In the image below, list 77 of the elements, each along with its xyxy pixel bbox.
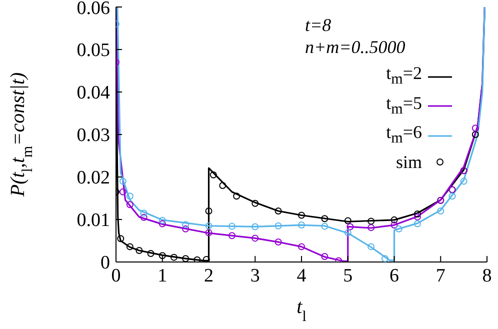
point <box>233 192 240 200</box>
point <box>252 200 259 207</box>
point <box>182 225 190 232</box>
point <box>219 182 226 189</box>
point <box>298 212 305 219</box>
point <box>368 243 375 250</box>
point <box>228 222 236 230</box>
point <box>414 210 421 218</box>
point <box>228 232 236 240</box>
legend-label: sim <box>396 150 422 174</box>
point <box>381 255 388 262</box>
point <box>298 243 305 250</box>
point <box>126 243 134 250</box>
point <box>136 247 143 254</box>
y-tick-label: 0.04 <box>76 82 110 104</box>
x-tick-label: 3 <box>250 265 260 286</box>
point <box>321 222 328 230</box>
point <box>472 124 479 132</box>
point <box>117 235 124 242</box>
y-tick-label: 0.06 <box>76 0 110 19</box>
point <box>395 225 402 232</box>
point <box>414 220 421 228</box>
point <box>140 210 148 217</box>
x-tick-label: 7 <box>436 265 446 286</box>
point <box>119 178 126 185</box>
point <box>182 255 190 262</box>
point <box>437 208 444 214</box>
point <box>368 218 375 225</box>
point <box>140 214 148 221</box>
x-tick-label: 2 <box>204 265 214 286</box>
point <box>119 188 126 196</box>
point <box>344 229 352 236</box>
point <box>194 256 201 262</box>
point <box>252 223 259 230</box>
y-tick-label: 0.02 <box>76 168 110 189</box>
point <box>274 238 282 246</box>
x-tick-label: 8 <box>482 265 492 286</box>
point <box>390 222 398 229</box>
legend-label: t$_{m}$=6 <box>386 121 422 149</box>
legend-label: t$_{m}$=2 <box>386 62 422 90</box>
annotation: t=8 <box>305 14 332 36</box>
x-tick-label: 6 <box>390 265 399 286</box>
point <box>182 221 190 228</box>
point <box>126 201 134 208</box>
point <box>126 192 134 200</box>
y-tick-label: 0.03 <box>76 125 110 146</box>
point <box>158 220 166 228</box>
point <box>368 224 375 232</box>
point <box>274 208 282 214</box>
point <box>390 216 398 224</box>
point <box>298 222 305 229</box>
point <box>344 217 352 224</box>
point <box>158 252 166 260</box>
x-tick-label: 4 <box>296 265 307 286</box>
point <box>158 216 166 224</box>
annotation: n+m=0..5000 <box>305 36 406 58</box>
y-tick-label: 0.05 <box>76 40 110 62</box>
point <box>472 131 479 138</box>
point <box>321 252 328 260</box>
point <box>414 213 421 220</box>
point <box>252 234 259 242</box>
legend-label: t$_{m}$=5 <box>386 92 422 120</box>
point <box>274 222 282 230</box>
point <box>170 254 178 261</box>
point <box>448 192 456 200</box>
x-tick-label: 5 <box>343 265 353 286</box>
point <box>205 208 212 214</box>
x-axis-title: t$_{l}$ <box>296 296 306 325</box>
x-tick-label: 1 <box>158 265 168 286</box>
point <box>205 229 212 236</box>
point <box>147 250 154 257</box>
point <box>346 223 354 230</box>
point <box>460 178 468 185</box>
point <box>205 222 212 230</box>
point <box>210 171 217 178</box>
y-tick-label: 0.01 <box>76 210 110 232</box>
point <box>321 215 328 222</box>
